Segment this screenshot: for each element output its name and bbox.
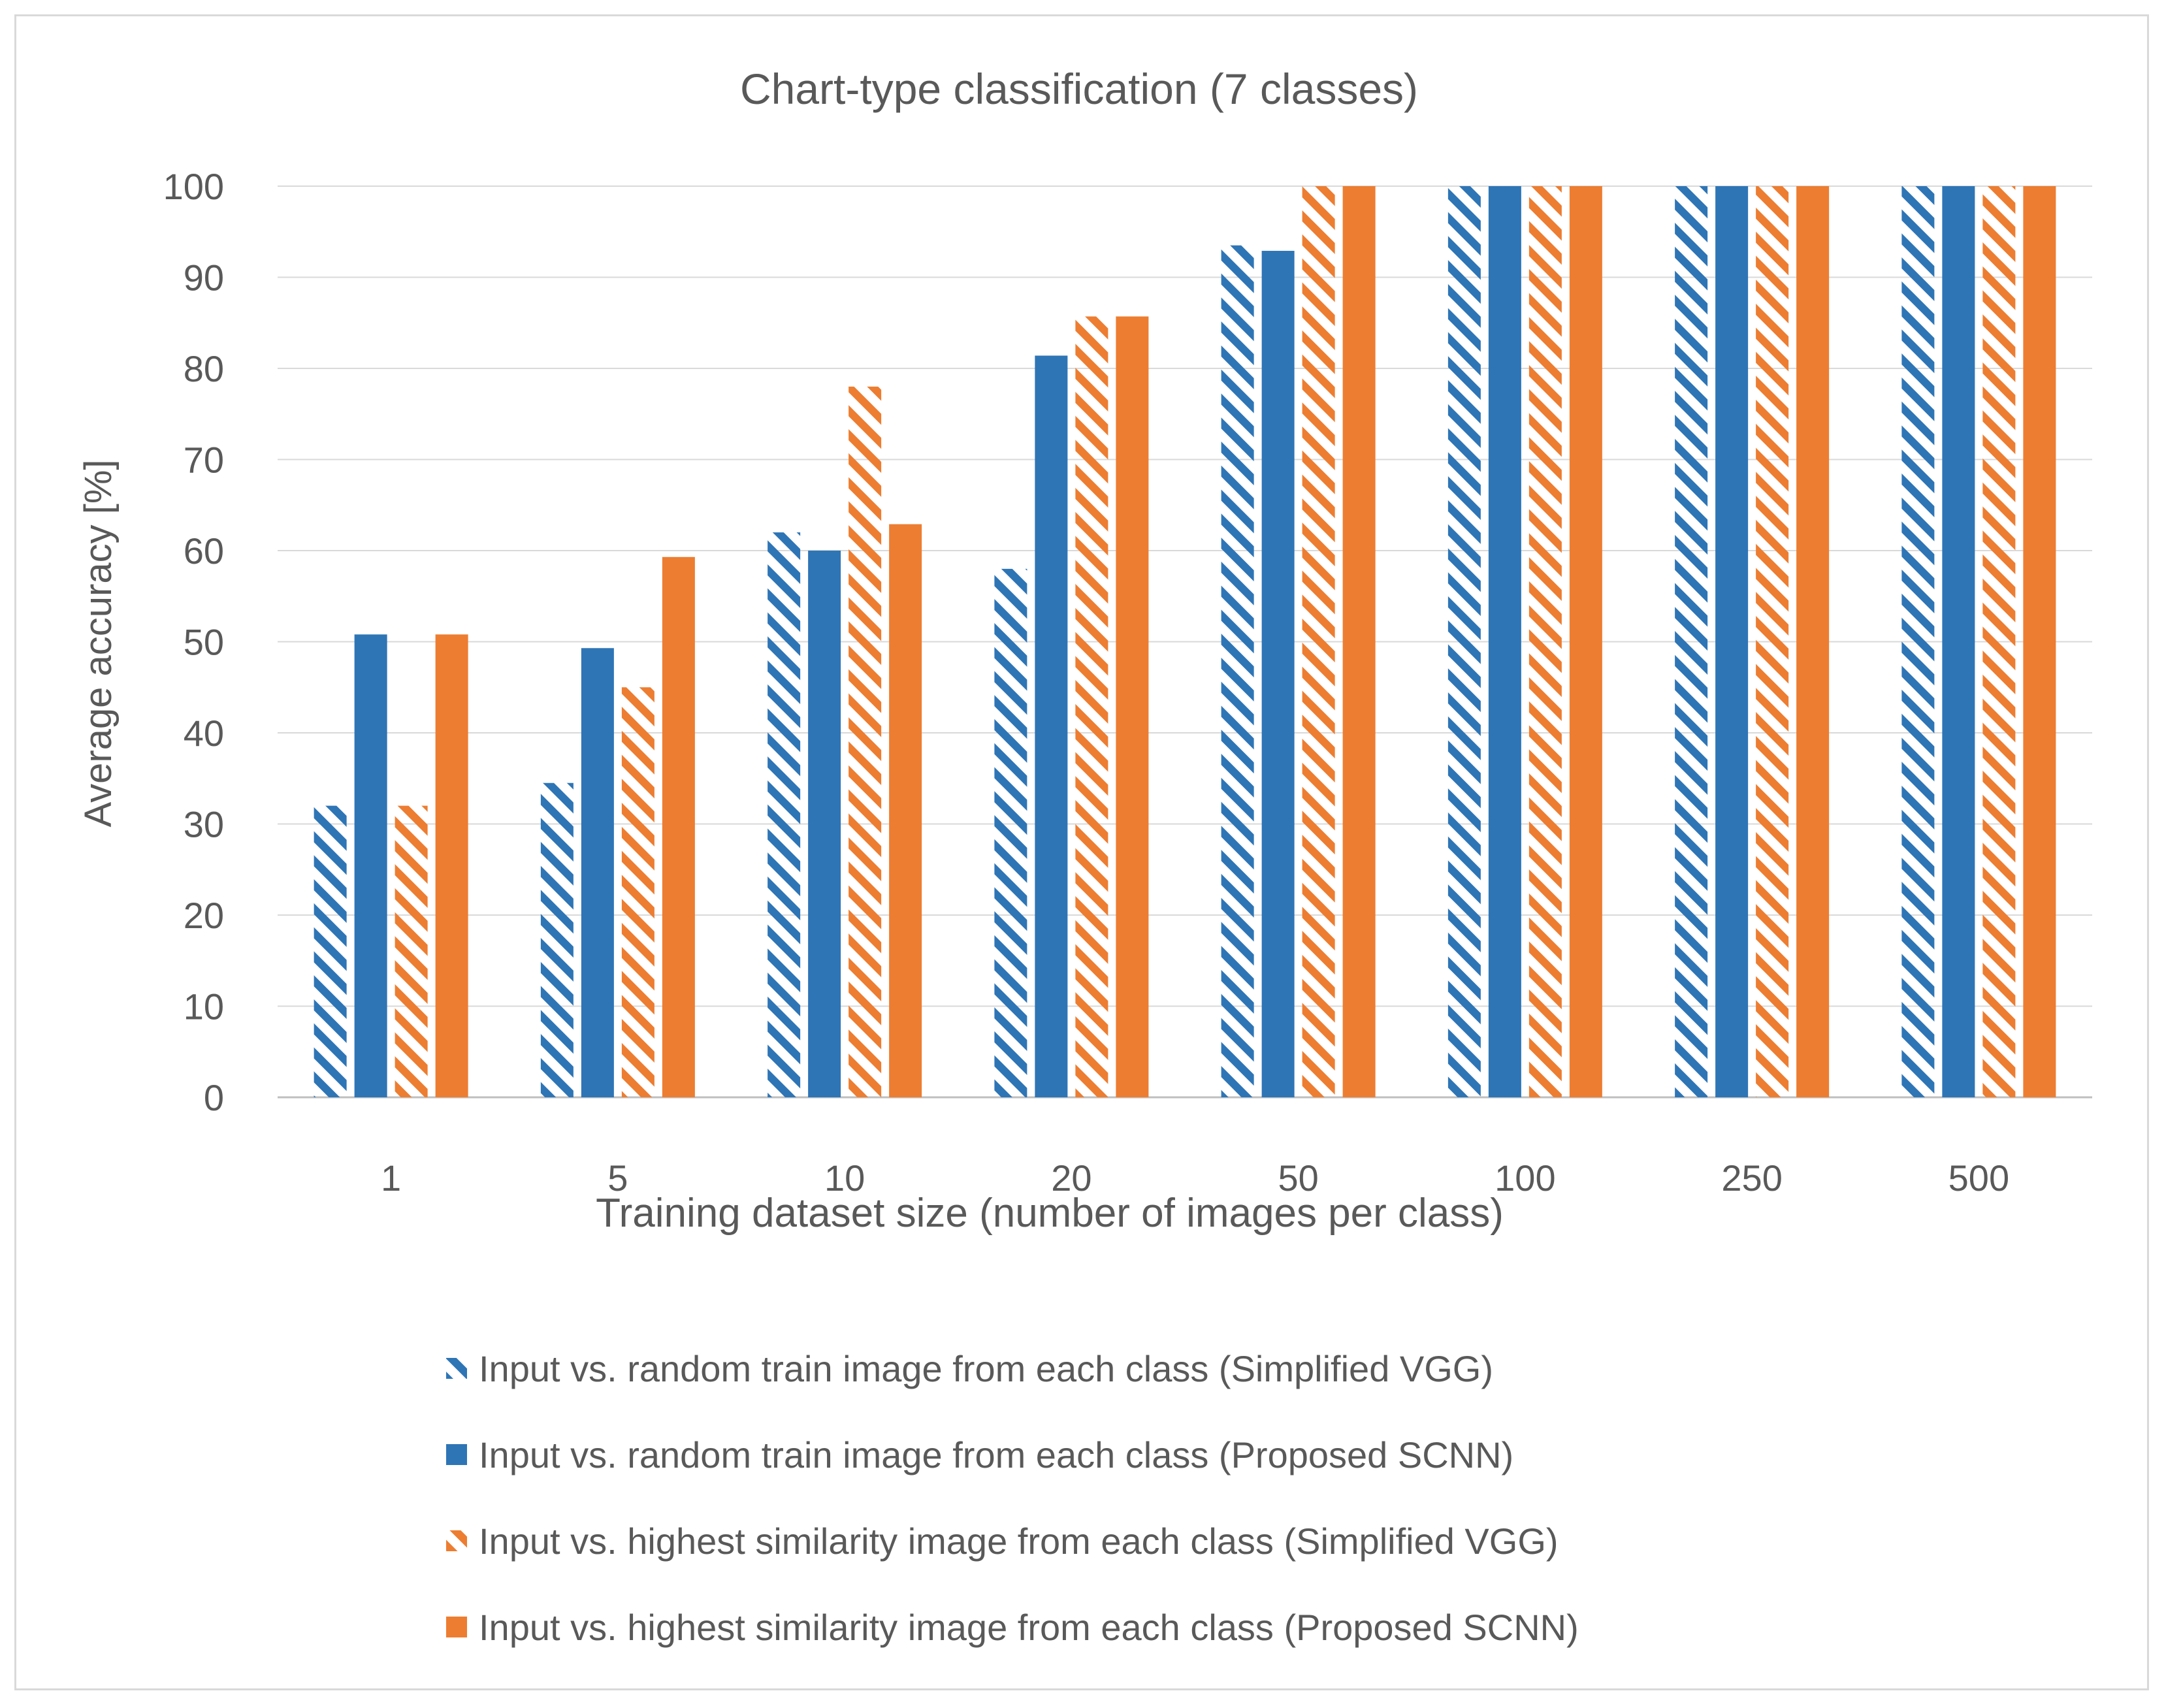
y-tick-label: 40 [184, 713, 224, 754]
bar-10-series-1 [768, 532, 801, 1097]
bar-250-series-1 [1675, 186, 1708, 1097]
bar-5-series-3 [621, 687, 655, 1097]
x-tick-label: 10 [824, 1157, 865, 1199]
x-axis-tick-labels: 1 5 10 20 50 100 250 500 [381, 1157, 2009, 1199]
legend-label-4: Input vs. highest similarity image from … [479, 1607, 1579, 1648]
bar-20-series-2 [1035, 355, 1068, 1097]
bar-500-series-3 [1982, 186, 2016, 1097]
bar-20-series-4 [1116, 316, 1149, 1097]
bar-1-series-2 [354, 634, 387, 1097]
bars [314, 186, 2056, 1097]
y-tick-label: 70 [184, 440, 224, 481]
bar-500-series-4 [2023, 186, 2056, 1097]
y-tick-label: 80 [184, 348, 224, 389]
chart-title: Chart-type classification (7 classes) [740, 65, 1418, 113]
y-tick-label: 30 [184, 804, 224, 845]
bar-250-series-4 [1796, 186, 1830, 1097]
legend: Input vs. random train image from each c… [446, 1348, 1579, 1648]
bar-20-series-1 [994, 568, 1027, 1097]
y-tick-label: 20 [184, 895, 224, 936]
y-axis-label: Average accuracy [%] [77, 459, 120, 827]
legend-label-2: Input vs. random train image from each c… [479, 1434, 1513, 1475]
y-tick-label: 0 [204, 1077, 224, 1118]
bar-20-series-3 [1075, 316, 1108, 1097]
bar-50-series-4 [1342, 186, 1376, 1097]
bar-10-series-2 [808, 551, 841, 1097]
legend-label-1: Input vs. random train image from each c… [479, 1348, 1493, 1389]
bar-100-series-3 [1528, 186, 1562, 1097]
bar-5-series-1 [540, 782, 574, 1097]
bar-100-series-1 [1447, 186, 1481, 1097]
bar-100-series-4 [1569, 186, 1602, 1097]
bar-100-series-2 [1488, 186, 1521, 1097]
bar-5-series-4 [662, 556, 695, 1097]
legend-label-3: Input vs. highest similarity image from … [479, 1521, 1559, 1562]
y-tick-label: 60 [184, 530, 224, 572]
bar-250-series-2 [1715, 186, 1749, 1097]
bar-500-series-1 [1901, 186, 1935, 1097]
y-tick-label: 90 [184, 257, 224, 298]
gridlines [278, 185, 2092, 1099]
bar-50-series-3 [1302, 186, 1335, 1097]
legend-swatch-2 [446, 1444, 467, 1465]
x-axis-label: Training dataset size (number of images … [596, 1191, 1504, 1236]
y-tick-label: 100 [163, 166, 224, 207]
bar-1-series-4 [435, 634, 468, 1097]
bar-1-series-1 [314, 805, 347, 1097]
bar-500-series-2 [1942, 186, 1975, 1097]
legend-swatch-4 [446, 1617, 467, 1637]
y-tick-label: 10 [184, 986, 224, 1027]
bar-10-series-4 [889, 524, 922, 1097]
x-tick-label: 100 [1495, 1157, 1555, 1199]
bar-10-series-3 [849, 386, 882, 1097]
x-tick-label: 500 [1948, 1157, 2009, 1199]
bar-50-series-2 [1261, 251, 1295, 1097]
chart-frame: Chart-type classification (7 classes) 0 1… [14, 14, 2149, 1690]
bar-250-series-3 [1756, 186, 1789, 1097]
bar-5-series-2 [581, 648, 614, 1097]
y-tick-label: 50 [184, 622, 224, 663]
legend-swatch-3 [446, 1530, 467, 1551]
bar-1-series-3 [395, 805, 428, 1097]
y-axis-tick-labels: 0 10 20 30 40 50 60 70 80 90 100 [163, 166, 224, 1118]
bar-50-series-1 [1221, 245, 1254, 1097]
x-tick-label: 1 [381, 1157, 401, 1199]
x-tick-label: 50 [1278, 1157, 1318, 1199]
x-tick-label: 5 [607, 1157, 628, 1199]
x-tick-label: 20 [1051, 1157, 1091, 1199]
chart-svg: Chart-type classification (7 classes) 0 1… [77, 65, 2092, 1648]
legend-swatch-1 [446, 1358, 467, 1379]
x-tick-label: 250 [1721, 1157, 1782, 1199]
